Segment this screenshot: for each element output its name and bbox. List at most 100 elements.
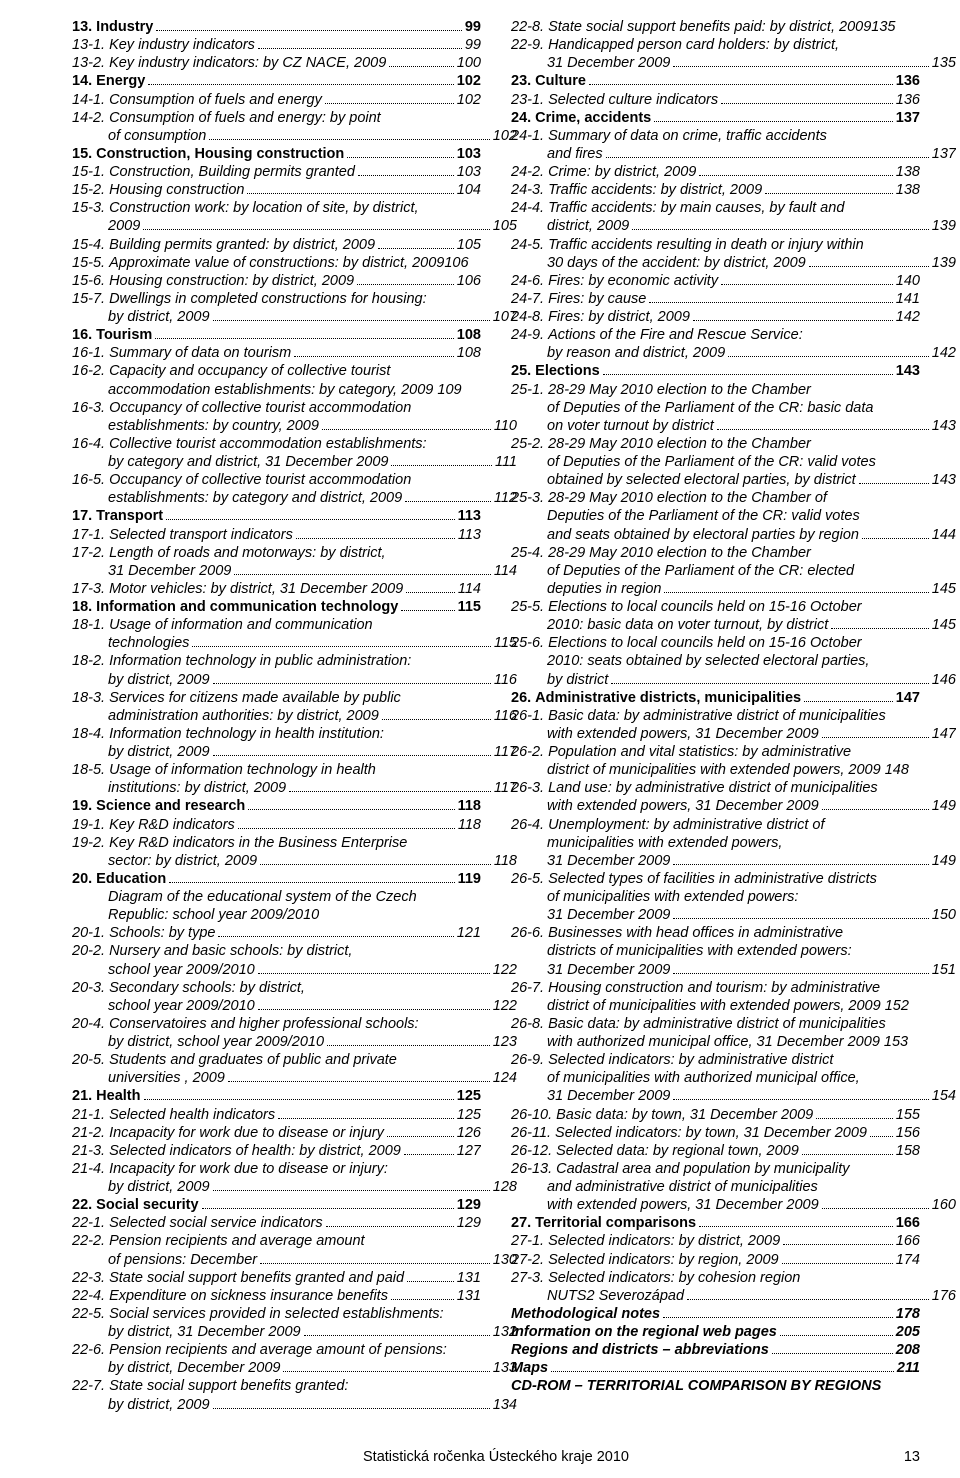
toc-label: Crime, accidents	[535, 109, 651, 127]
toc-leader-dots	[862, 527, 929, 539]
toc-entry: 24-6.Fires: by economic activity140	[511, 272, 920, 290]
toc-entry: 26-7.Housing construction and tourism: b…	[511, 979, 920, 997]
toc-section: CD-ROM – TERRITORIAL COMPARISON BY REGIO…	[511, 1377, 920, 1395]
toc-leader-dots	[322, 418, 491, 430]
toc-label: Industry	[96, 18, 153, 36]
toc-number: 26-4.	[511, 816, 548, 834]
toc-page: 156	[896, 1124, 920, 1142]
toc-number: 16-5.	[72, 471, 109, 489]
toc-entry: 26-9.Selected indicators: by administrat…	[511, 1051, 920, 1069]
toc-number: 25-3.	[511, 489, 548, 507]
toc-label: 31 December 2009	[547, 54, 670, 72]
toc-number: 24-9.	[511, 326, 548, 344]
toc-entry-cont: 2010: seats obtained by selected elector…	[511, 652, 956, 670]
toc-label: Selected data: by regional town, 2009	[556, 1142, 799, 1160]
toc-page: 109	[437, 381, 461, 399]
toc-label: 28-29 May 2010 election to the Chamber	[548, 544, 811, 562]
toc-label: Construction, Housing construction	[96, 145, 344, 163]
toc-number: 20-1.	[72, 924, 109, 942]
toc-leader-dots	[822, 726, 929, 738]
toc-leader-dots	[228, 1070, 490, 1082]
toc-entry-cont: 31 December 2009150	[511, 906, 956, 924]
toc-number: 25.	[511, 362, 535, 380]
toc-label: Diagram of the educational system of the…	[108, 888, 417, 906]
toc-entry: 17-3.Motor vehicles: by district, 31 Dec…	[72, 580, 481, 598]
toc-page: 143	[932, 417, 956, 435]
toc-entry: 26-3.Land use: by administrative distric…	[511, 779, 920, 797]
toc-number: 21.	[72, 1087, 96, 1105]
toc-label: school year 2009/2010	[108, 961, 255, 979]
toc-entry-cont: by district, 2009128	[72, 1178, 517, 1196]
toc-page: 138	[896, 163, 920, 181]
toc-entry-cont: school year 2009/2010122	[72, 961, 517, 979]
toc-label: Information technology in public adminis…	[109, 652, 411, 670]
toc-label: Housing construction: by district, 2009	[109, 272, 354, 290]
toc-entry: 26-4.Unemployment: by administrative dis…	[511, 816, 920, 834]
toc-leader-dots	[389, 55, 454, 67]
toc-leader-dots	[213, 309, 490, 321]
toc-leader-dots	[294, 345, 454, 357]
toc-label: State social support benefits granted:	[109, 1377, 348, 1395]
toc-page: 160	[932, 1196, 956, 1214]
toc-label: by district	[547, 671, 608, 689]
toc-page: 152	[885, 997, 909, 1015]
toc-entry-cont: technologies115	[72, 634, 517, 652]
toc-label: by district, 2009	[108, 1178, 210, 1196]
toc-label: Occupancy of collective tourist accommod…	[109, 471, 411, 489]
toc-number: 18-5.	[72, 761, 109, 779]
toc-entry: 21-1.Selected health indicators125	[72, 1106, 481, 1124]
toc-entry: 14-1.Consumption of fuels and energy102	[72, 91, 481, 109]
toc-leader-dots	[699, 164, 892, 176]
toc-section: 22.Social security129	[72, 1196, 481, 1214]
toc-leader-dots	[209, 128, 489, 140]
toc-label: Capacity and occupancy of collective tou…	[109, 362, 390, 380]
toc-entry-cont: 31 December 2009151	[511, 961, 956, 979]
toc-section: 14.Energy102	[72, 72, 481, 90]
toc-section: Maps211	[511, 1359, 920, 1377]
toc-number: 15.	[72, 145, 96, 163]
toc-leader-dots	[283, 1360, 489, 1372]
toc-entry: 15-5.Approximate value of constructions:…	[72, 254, 481, 272]
toc-label: Key industry indicators	[109, 36, 255, 54]
toc-leader-dots	[664, 581, 928, 593]
toc-label: Basic data: by administrative district o…	[548, 707, 886, 725]
toc-number: 18-3.	[72, 689, 109, 707]
toc-page: 125	[457, 1106, 481, 1124]
page-footer: Statistická ročenka Ústeckého kraje 2010…	[72, 1448, 920, 1466]
toc-leader-dots	[717, 418, 929, 430]
toc-entry: 27-3.Selected indicators: by cohesion re…	[511, 1269, 920, 1287]
toc-leader-dots	[213, 1397, 490, 1409]
toc-entry-cont: deputies in region145	[511, 580, 956, 598]
toc-section: 16.Tourism108	[72, 326, 481, 344]
toc-label: Businesses with head offices in administ…	[548, 924, 843, 942]
toc-number: 16.	[72, 326, 96, 344]
toc-label: Unemployment: by administrative district…	[548, 816, 824, 834]
toc-number: 26-2.	[511, 743, 548, 761]
toc-label: Schools: by type	[109, 924, 215, 942]
toc-label: Republic: school year 2009/2010	[108, 906, 319, 924]
toc-page: 151	[932, 961, 956, 979]
toc-number: 22-3.	[72, 1269, 109, 1287]
toc-label: 2009	[108, 217, 140, 235]
toc-label: and seats obtained by electoral parties …	[547, 526, 859, 544]
toc-leader-dots	[391, 1288, 454, 1300]
toc-page: 113	[458, 507, 481, 525]
toc-page: 142	[932, 344, 956, 362]
toc-section: 21.Health125	[72, 1087, 481, 1105]
toc-page: 103	[457, 163, 481, 181]
toc-page: 100	[457, 54, 481, 72]
toc-label: by district, 2009	[108, 1396, 210, 1414]
toc-section: 26.Administrative districts, municipalit…	[511, 689, 920, 707]
toc-label: Pension recipients and average amount of…	[109, 1341, 447, 1359]
toc-entry-cont: municipalities with extended powers,	[511, 834, 956, 852]
toc-label: Secondary schools: by district,	[109, 979, 305, 997]
toc-entry: 17-2.Length of roads and motorways: by d…	[72, 544, 481, 562]
toc-entry: 18-5.Usage of information technology in …	[72, 761, 481, 779]
toc-label: Dwellings in completed constructions for…	[109, 290, 427, 308]
toc-leader-dots	[357, 273, 454, 285]
toc-entry: 26-2.Population and vital statistics: by…	[511, 743, 920, 761]
toc-number: 26-9.	[511, 1051, 548, 1069]
footer-center: Statistická ročenka Ústeckého kraje 2010	[120, 1448, 872, 1466]
toc-entry: 24-3.Traffic accidents: by district, 200…	[511, 181, 920, 199]
toc-label: Fires: by cause	[548, 290, 646, 308]
